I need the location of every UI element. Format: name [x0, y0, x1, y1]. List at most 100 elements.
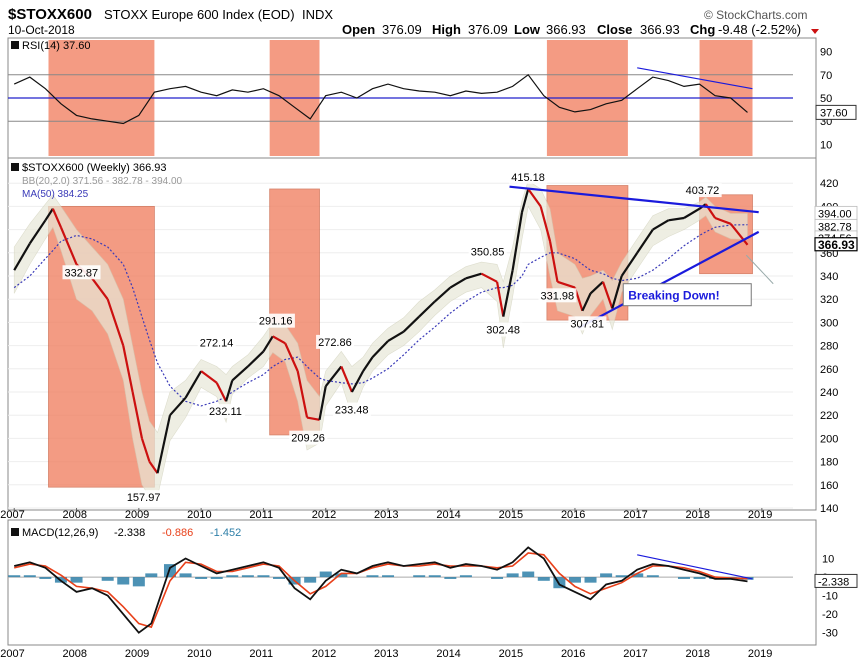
price-tick-label: 260	[820, 364, 838, 376]
macd-histogram-bar	[584, 577, 597, 583]
macd-histogram-bar	[8, 575, 21, 578]
macd-xtick-label: 2013	[374, 648, 398, 660]
price-xtick-label: 2015	[499, 509, 523, 521]
price-tick-label: 200	[820, 433, 838, 445]
price-segment	[449, 277, 467, 289]
rsi-tick-label: 70	[820, 70, 832, 82]
price-xtick-label: 2019	[748, 509, 772, 521]
price-annotation-label: 291.16	[259, 316, 293, 328]
macd-xtick-label: 2011	[249, 648, 273, 660]
price-segment	[91, 277, 109, 300]
price-segment	[729, 223, 749, 246]
price-segment	[262, 335, 274, 352]
macd-xtick-label: 2007	[0, 648, 24, 660]
price-annotation-label: 307.81	[570, 318, 604, 330]
macd-histogram-bar	[117, 577, 130, 585]
macd-histogram-bar	[179, 573, 192, 578]
price-label-bg	[289, 430, 328, 445]
macd-histogram-bar	[553, 577, 566, 589]
macd-histogram-bar	[444, 577, 457, 579]
rsi-title: RSI(14) 37.60	[22, 40, 90, 52]
chart-date: 10-Oct-2018	[8, 23, 75, 37]
price-segment	[511, 212, 524, 271]
macd-divergence-line	[637, 554, 753, 580]
macd-xtick-label: 2008	[63, 648, 87, 660]
price-segment	[502, 269, 514, 317]
price-annotation-label: 332.87	[65, 267, 99, 279]
price-label-bg	[197, 335, 236, 350]
macd-signal-line	[14, 552, 748, 629]
macd-xtick-label: 2018	[686, 648, 710, 660]
macd-tick-label: -10	[822, 591, 838, 603]
macd-histogram-bar	[273, 577, 286, 579]
annotation-box	[622, 283, 752, 307]
macd-xtick-label: 2014	[436, 648, 460, 660]
price-tick-label: 340	[820, 271, 838, 283]
price-label-bg	[62, 265, 101, 280]
macd-xtick-label: 2016	[561, 648, 585, 660]
macd-xtick-label: 2017	[623, 648, 647, 660]
price-trendline	[509, 185, 759, 214]
price-tick-label: 180	[820, 457, 838, 469]
macd-histogram-bar	[537, 577, 550, 581]
price-xtick-label: 2017	[623, 509, 647, 521]
price-segment	[652, 219, 669, 231]
price-segment	[156, 414, 172, 474]
macd-current-label: -2.338	[818, 576, 849, 588]
ma-legend: MA(50) 384.25	[22, 189, 89, 200]
price-tick-label: 140	[820, 503, 838, 515]
macd-histogram-bar	[428, 575, 441, 578]
price-xtick-label: 2016	[561, 509, 585, 521]
price-segment	[215, 382, 228, 402]
price-segment	[520, 188, 530, 213]
macd-histogram-bar	[132, 577, 145, 587]
macd-histogram-bar	[615, 575, 628, 578]
price-xtick-label: 2018	[686, 509, 710, 521]
price-segment	[306, 416, 320, 421]
rsi-divergence-line	[637, 67, 753, 90]
macd-histogram-bar	[70, 577, 83, 583]
price-segment	[683, 207, 701, 219]
rsi-legend: RSI(14) 37.60	[11, 40, 90, 52]
price-right-label: 366.93	[818, 238, 855, 252]
price-segment	[480, 272, 498, 283]
price-tick-label: 240	[820, 387, 838, 399]
macd-histogram-bar	[101, 577, 114, 581]
rsi-tick-label: 10	[820, 139, 832, 151]
price-label-bg	[683, 183, 722, 198]
price-segment	[620, 252, 639, 277]
price-right-label: 382.78	[818, 221, 852, 233]
price-segment	[589, 280, 604, 295]
ohlc-readout: Open 376.09 High 376.09 Low 366.93 Close…	[342, 22, 819, 37]
macd-histogram-bar	[39, 577, 52, 579]
price-segment	[169, 397, 187, 416]
macd-histogram-bar	[459, 575, 472, 578]
macd-histogram-bar	[506, 573, 519, 578]
macd-histogram-bar	[568, 577, 581, 583]
price-segment	[387, 330, 405, 342]
high-label: High	[432, 22, 461, 37]
price-annotation-label: 157.97	[127, 492, 161, 504]
bollinger-band	[13, 180, 748, 497]
macd-histogram-bar	[646, 575, 659, 578]
macd-panel: 100-10-20-30-2.3382007200820092010201120…	[0, 528, 858, 660]
price-label-bg	[207, 404, 246, 419]
price-right-box	[814, 237, 858, 252]
macd-histogram-bar	[677, 577, 690, 579]
price-tick-label: 280	[820, 341, 838, 353]
macd-histogram-bar	[600, 573, 613, 578]
macd-tick-label: 10	[822, 554, 834, 566]
price-panel: 332.87 157.97 272.14 232.11 291.16 209.26 272.…	[0, 169, 858, 521]
index-name: STOXX Europe 600 Index (EOD)	[104, 7, 295, 22]
price-segment	[13, 242, 31, 271]
price-segment	[601, 281, 614, 309]
price-annotation-label: 403.72	[686, 185, 720, 197]
price-segment	[131, 391, 144, 439]
bb-legend: BB(20,2.0) 371.56 - 382.78 - 394.00	[22, 176, 183, 187]
symbol-title: $STOXX600	[8, 6, 92, 23]
price-annotation-label: 209.26	[291, 433, 325, 445]
price-tick-label: 320	[820, 294, 838, 306]
price-segment	[714, 216, 732, 225]
close-label: Close	[597, 22, 632, 37]
price-segment	[122, 345, 134, 393]
